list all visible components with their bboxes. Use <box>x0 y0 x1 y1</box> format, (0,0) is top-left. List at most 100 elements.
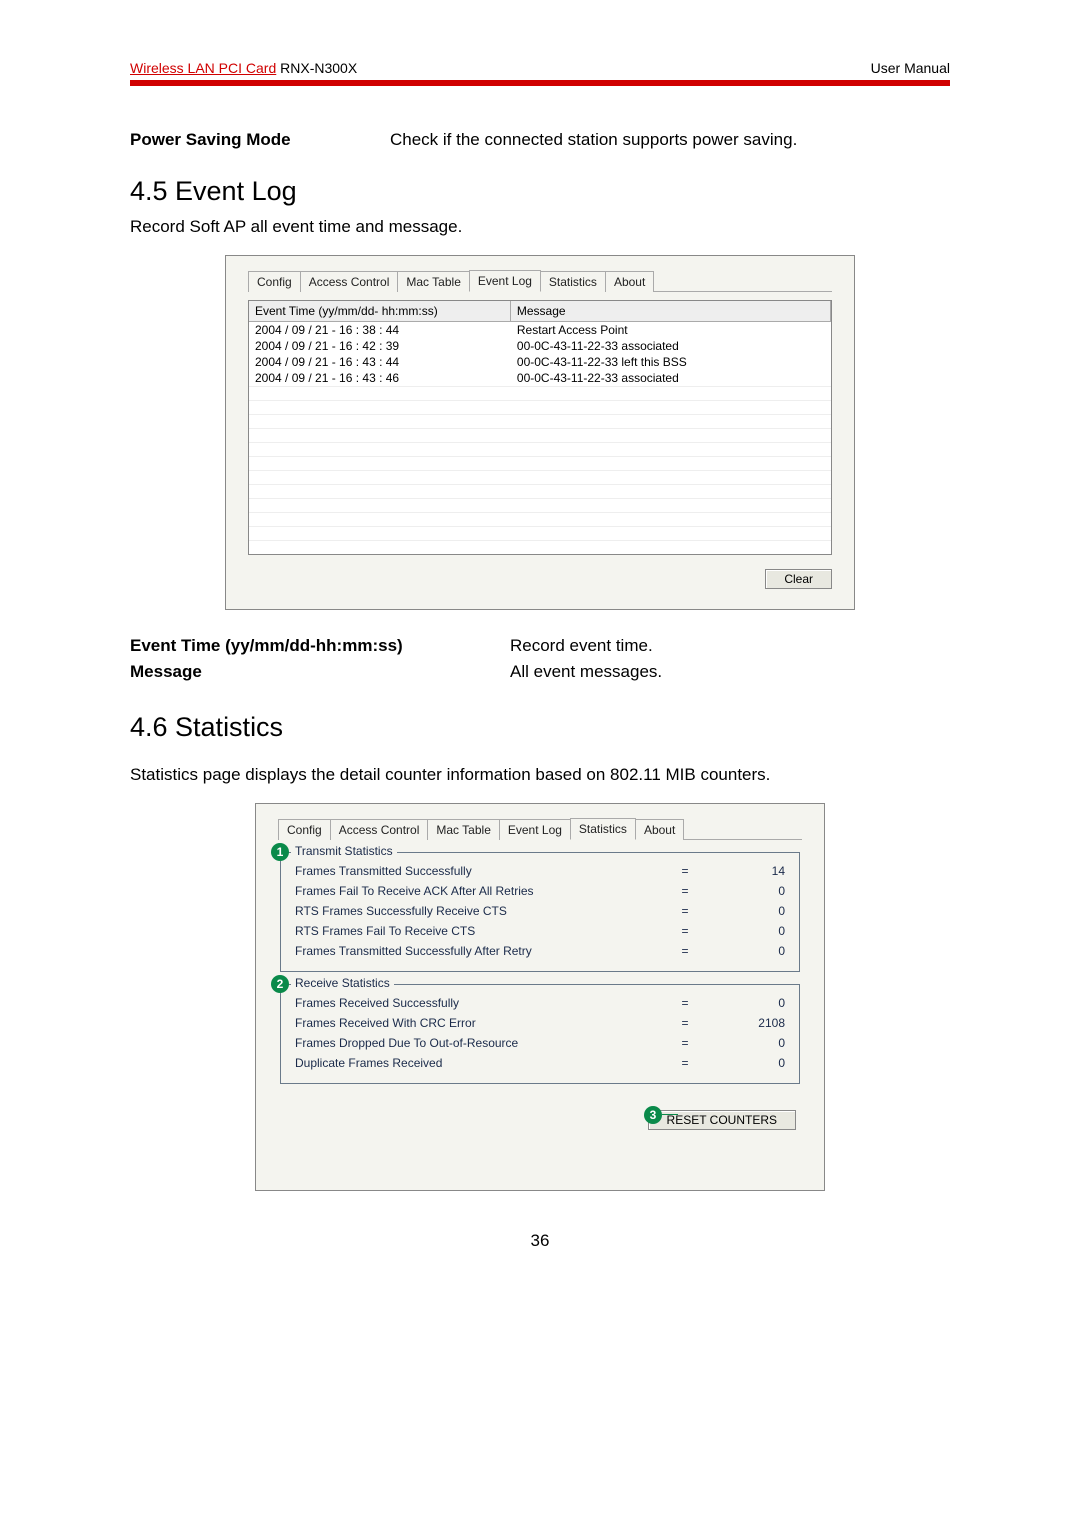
reset-counters-button[interactable]: RESET COUNTERS <box>648 1110 796 1130</box>
tab-statistics[interactable]: Statistics <box>540 271 606 292</box>
stat-name: RTS Frames Fail To Receive CTS <box>295 924 665 938</box>
equals-sign: = <box>665 996 705 1010</box>
stat-value: 0 <box>705 884 785 898</box>
statistics-dialog: ConfigAccess ControlMac TableEvent LogSt… <box>255 803 825 1191</box>
eventlog-row[interactable]: 2004 / 09 / 21 - 16 : 43 : 4400-0C-43-11… <box>249 354 831 370</box>
tab-event-log[interactable]: Event Log <box>499 819 571 840</box>
eventlog-dialog: ConfigAccess ControlMac TableEvent LogSt… <box>225 255 855 610</box>
eventlog-col-time[interactable]: Event Time (yy/mm/dd- hh:mm:ss) <box>249 301 511 322</box>
tab-statistics[interactable]: Statistics <box>570 818 636 840</box>
stat-row: RTS Frames Successfully Receive CTS=0 <box>295 901 785 921</box>
header-left: Wireless LAN PCI Card RNX-N300X <box>130 60 357 76</box>
eventlog-cell-message: Restart Access Point <box>511 322 831 338</box>
eventlog-footer: Clear <box>248 555 832 589</box>
header-right: User Manual <box>871 60 950 76</box>
product-model: RNX-N300X <box>276 60 357 76</box>
section-4-5-sub: Record Soft AP all event time and messag… <box>130 217 950 237</box>
section-4-6-para: Statistics page displays the detail coun… <box>130 765 950 785</box>
eventlog-blank-row <box>249 484 831 498</box>
eventlog-row[interactable]: 2004 / 09 / 21 - 16 : 42 : 3900-0C-43-11… <box>249 338 831 354</box>
eventlog-cell-time: 2004 / 09 / 21 - 16 : 43 : 46 <box>249 370 511 386</box>
desc-label: Event Time (yy/mm/dd-hh:mm:ss) <box>130 636 510 656</box>
stat-value: 0 <box>705 1036 785 1050</box>
stat-value: 0 <box>705 904 785 918</box>
stat-row: Frames Transmitted Successfully After Re… <box>295 941 785 961</box>
stat-name: Duplicate Frames Received <box>295 1056 665 1070</box>
equals-sign: = <box>665 904 705 918</box>
stat-row: Frames Received With CRC Error=2108 <box>295 1013 785 1033</box>
transmit-legend: Transmit Statistics <box>291 844 397 858</box>
power-saving-label: Power Saving Mode <box>130 130 390 150</box>
desc-value: Record event time. <box>510 636 950 656</box>
tab-access-control[interactable]: Access Control <box>300 271 399 292</box>
eventlog-blank-row <box>249 428 831 442</box>
tab-config[interactable]: Config <box>248 271 301 292</box>
eventlog-cell-message: 00-0C-43-11-22-33 associated <box>511 338 831 354</box>
equals-sign: = <box>665 1036 705 1050</box>
tab-about[interactable]: About <box>605 271 654 292</box>
eventlog-blank-row <box>249 470 831 484</box>
stat-name: Frames Transmitted Successfully <box>295 864 665 878</box>
power-saving-row: Power Saving Mode Check if the connected… <box>130 130 950 150</box>
stat-name: RTS Frames Successfully Receive CTS <box>295 904 665 918</box>
eventlog-row[interactable]: 2004 / 09 / 21 - 16 : 38 : 44Restart Acc… <box>249 322 831 338</box>
eventlog-blank-row <box>249 456 831 470</box>
tab-event-log[interactable]: Event Log <box>469 270 541 292</box>
eventlog-cell-time: 2004 / 09 / 21 - 16 : 38 : 44 <box>249 322 511 338</box>
desc-row: MessageAll event messages. <box>130 662 950 682</box>
eventlog-tabs: ConfigAccess ControlMac TableEvent LogSt… <box>248 270 832 292</box>
stat-row: Frames Received Successfully=0 <box>295 993 785 1013</box>
equals-sign: = <box>665 884 705 898</box>
eventlog-col-message[interactable]: Message <box>511 301 831 322</box>
desc-value: All event messages. <box>510 662 950 682</box>
eventlog-blank-row <box>249 512 831 526</box>
product-name-red: Wireless LAN PCI Card <box>130 60 276 76</box>
stat-row: Frames Fail To Receive ACK After All Ret… <box>295 881 785 901</box>
tab-mac-table[interactable]: Mac Table <box>427 819 499 840</box>
statistics-tabs: ConfigAccess ControlMac TableEvent LogSt… <box>278 818 802 840</box>
section-4-5-title: 4.5 Event Log <box>130 176 950 207</box>
reset-area: 3 RESET COUNTERS <box>278 1096 802 1170</box>
eventlog-blank-row <box>249 400 831 414</box>
eventlog-blank-row <box>249 442 831 456</box>
stat-value: 0 <box>705 996 785 1010</box>
tab-config[interactable]: Config <box>278 819 331 840</box>
eventlog-blank-row <box>249 540 831 554</box>
receive-statistics-group: 2 Receive Statistics Frames Received Suc… <box>280 984 800 1084</box>
eventlog-cell-time: 2004 / 09 / 21 - 16 : 42 : 39 <box>249 338 511 354</box>
stat-row: Frames Dropped Due To Out-of-Resource=0 <box>295 1033 785 1053</box>
eventlog-cell-time: 2004 / 09 / 21 - 16 : 43 : 44 <box>249 354 511 370</box>
eventlog-blank-row <box>249 526 831 540</box>
equals-sign: = <box>665 1056 705 1070</box>
page-number: 36 <box>130 1231 950 1251</box>
stat-name: Frames Transmitted Successfully After Re… <box>295 944 665 958</box>
eventlog-table: Event Time (yy/mm/dd- hh:mm:ss) Message … <box>248 300 832 555</box>
callout-2: 2 <box>271 975 289 993</box>
eventlog-cell-message: 00-0C-43-11-22-33 associated <box>511 370 831 386</box>
stat-row: Frames Transmitted Successfully=14 <box>295 861 785 881</box>
eventlog-cell-message: 00-0C-43-11-22-33 left this BSS <box>511 354 831 370</box>
eventlog-row[interactable]: 2004 / 09 / 21 - 16 : 43 : 4600-0C-43-11… <box>249 370 831 386</box>
stat-value: 0 <box>705 924 785 938</box>
stat-name: Frames Dropped Due To Out-of-Resource <box>295 1036 665 1050</box>
stat-row: Duplicate Frames Received=0 <box>295 1053 785 1073</box>
tab-about[interactable]: About <box>635 819 684 840</box>
stat-value: 0 <box>705 1056 785 1070</box>
equals-sign: = <box>665 924 705 938</box>
receive-legend: Receive Statistics <box>291 976 394 990</box>
callout-3-line <box>662 1114 678 1115</box>
clear-button[interactable]: Clear <box>765 569 832 589</box>
eventlog-desc-table: Event Time (yy/mm/dd-hh:mm:ss)Record eve… <box>130 636 950 682</box>
page-header: Wireless LAN PCI Card RNX-N300X User Man… <box>130 60 950 80</box>
transmit-statistics-group: 1 Transmit Statistics Frames Transmitted… <box>280 852 800 972</box>
power-saving-desc: Check if the connected station supports … <box>390 130 950 150</box>
tab-mac-table[interactable]: Mac Table <box>397 271 469 292</box>
tab-access-control[interactable]: Access Control <box>330 819 429 840</box>
stat-name: Frames Received Successfully <box>295 996 665 1010</box>
desc-row: Event Time (yy/mm/dd-hh:mm:ss)Record eve… <box>130 636 950 656</box>
callout-1: 1 <box>271 843 289 861</box>
equals-sign: = <box>665 1016 705 1030</box>
stat-value: 0 <box>705 944 785 958</box>
stat-value: 2108 <box>705 1016 785 1030</box>
stat-value: 14 <box>705 864 785 878</box>
